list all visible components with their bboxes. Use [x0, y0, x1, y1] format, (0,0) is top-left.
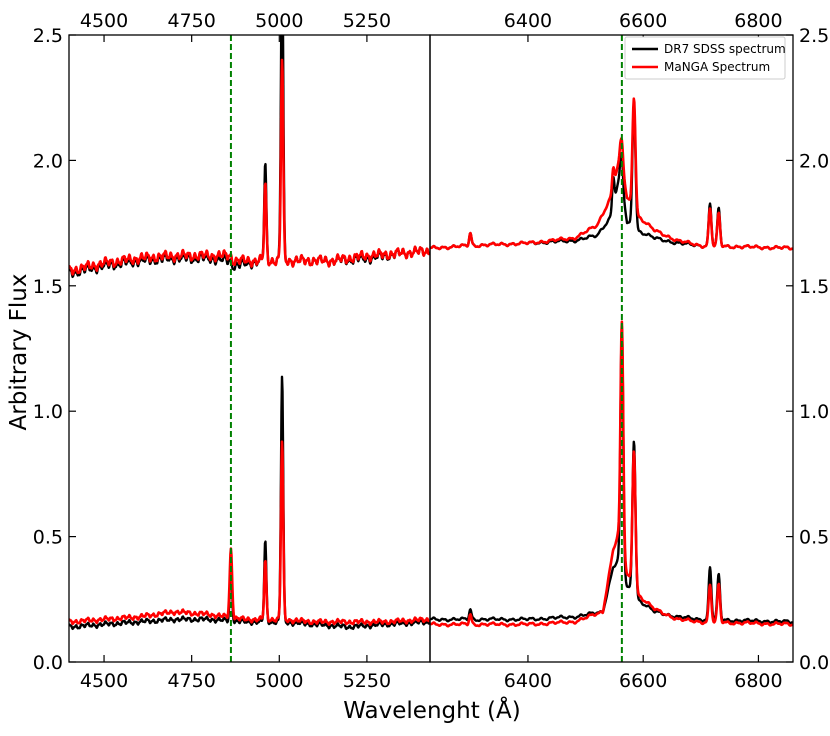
x-tick-label-top-right: 6400 [504, 10, 552, 32]
x-tick-label-top-right: 6800 [734, 10, 782, 32]
y-tick-label-left: 0.5 [33, 527, 63, 549]
y-tick-label-right: 1.5 [799, 276, 829, 298]
y-tick-label-right: 1.0 [799, 401, 829, 423]
legend-box [624, 36, 786, 80]
y-axis-label: Arbitrary Flux [6, 274, 32, 431]
x-tick-label-top-left: 5000 [255, 10, 303, 32]
panel-left [69, 35, 430, 662]
legend-label-manga: MaNGA Spectrum [664, 60, 770, 74]
axes: 4500 4500 4750 4750 5000 5000 5250 5250 6400 6400… [33, 10, 829, 692]
x-tick-label-bottom-right: 6600 [619, 670, 667, 692]
y-tick-label-right: 2.0 [799, 150, 829, 172]
y-tick-label-left: 2.0 [33, 150, 63, 172]
y-tick-label-left: 1.5 [33, 276, 63, 298]
series-manga-left-upper [69, 58, 430, 276]
plot-area [69, 35, 793, 662]
x-tick-label-top-right: 6600 [619, 10, 667, 32]
series-manga-right-lower [430, 320, 793, 628]
series-sdss-left-upper [69, 35, 430, 279]
x-tick-label-bottom-left: 5250 [343, 670, 391, 692]
y-tick-label-right: 0.0 [799, 652, 829, 674]
series-sdss-right-lower [430, 324, 793, 625]
x-tick-label-bottom-left: 5000 [255, 670, 303, 692]
y-tick-label-left: 0.0 [33, 652, 63, 674]
y-tick-label-right: 2.5 [799, 25, 829, 47]
panel-frame-left [68, 34, 431, 663]
x-axis-label: Wavelenght (Å) [343, 696, 520, 724]
y-tick-label-left: 2.5 [33, 25, 63, 47]
series-manga-left-lower [69, 440, 430, 627]
panel-frame-right [429, 34, 794, 663]
x-tick-label-bottom-right: 6800 [734, 670, 782, 692]
x-tick-label-top-left: 4750 [167, 10, 215, 32]
x-tick-label-bottom-left: 4500 [80, 670, 128, 692]
y-tick-label-left: 1.0 [33, 401, 63, 423]
series-sdss-left-lower [69, 375, 430, 631]
x-tick-label-top-left: 4500 [80, 10, 128, 32]
legend-label-sdss: DR7 SDSS spectrum [664, 42, 786, 56]
panel-right [430, 35, 793, 662]
x-tick-label-top-left: 5250 [343, 10, 391, 32]
series-manga-right-upper [430, 97, 793, 251]
x-tick-label-bottom-left: 4750 [167, 670, 215, 692]
legend: DR7 SDSS spectrum MaNGA Spectrum [624, 36, 786, 80]
y-tick-label-right: 0.5 [799, 527, 829, 549]
x-tick-label-bottom-right: 6400 [504, 670, 552, 692]
